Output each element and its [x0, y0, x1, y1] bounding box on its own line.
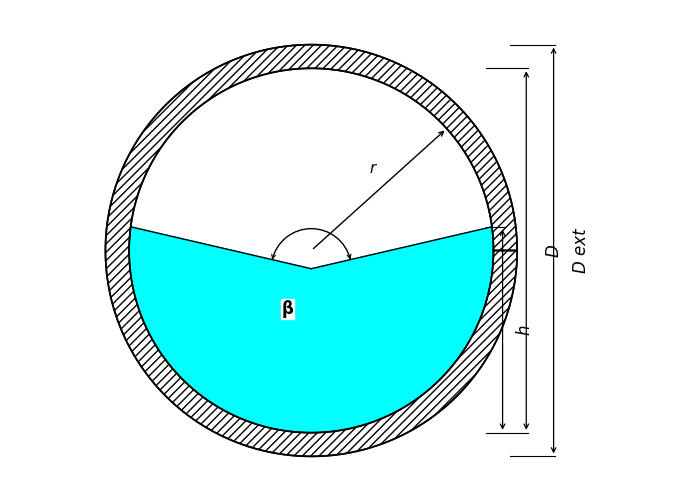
- Text: D: D: [544, 244, 562, 257]
- Text: h: h: [515, 325, 533, 335]
- Text: β: β: [282, 300, 293, 318]
- Text: D ext: D ext: [572, 228, 590, 273]
- Text: r: r: [370, 161, 376, 176]
- Polygon shape: [106, 45, 518, 456]
- Polygon shape: [129, 227, 493, 433]
